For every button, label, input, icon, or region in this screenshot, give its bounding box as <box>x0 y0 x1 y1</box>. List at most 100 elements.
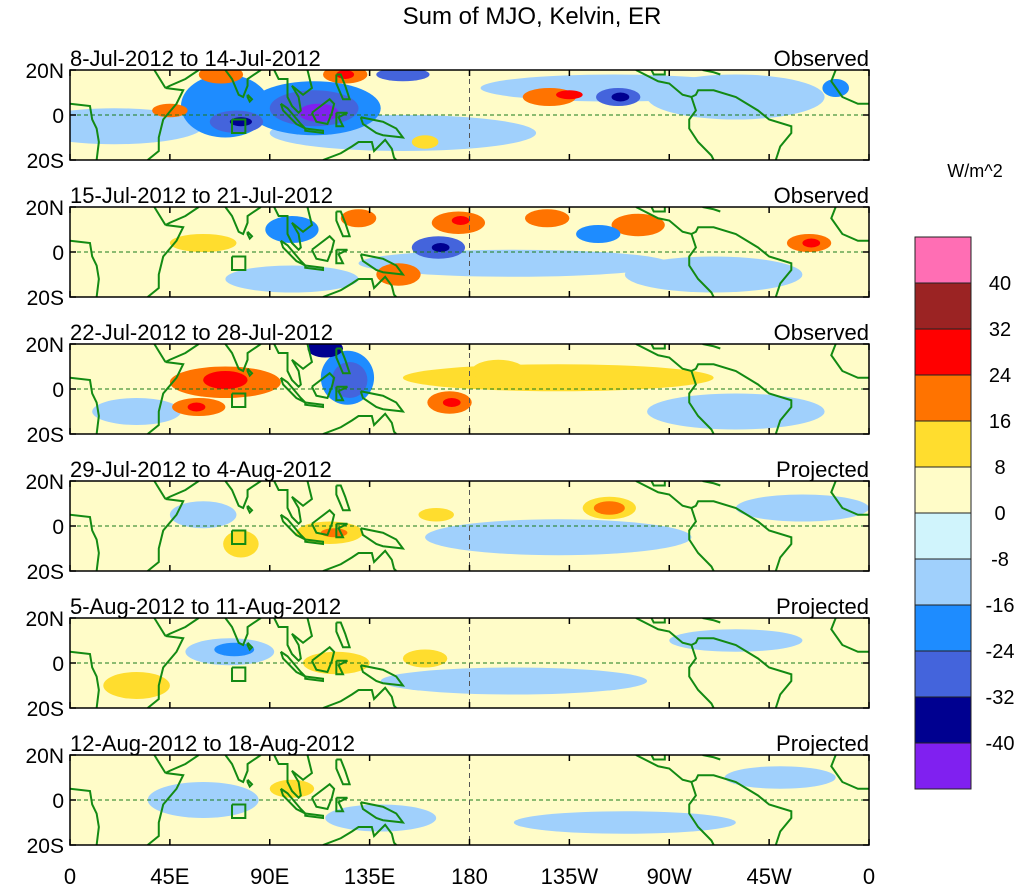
anomaly-contour <box>418 508 454 522</box>
coastline <box>688 781 715 845</box>
colorbar-label: 0 <box>994 503 1005 525</box>
coastline <box>231 255 247 271</box>
lat-label: 20S <box>27 287 64 310</box>
lat-label: 20S <box>27 698 64 721</box>
coastline <box>224 481 262 510</box>
coastline <box>273 207 314 252</box>
coastline <box>830 344 869 379</box>
coastline <box>304 127 325 135</box>
coastline <box>153 481 167 500</box>
coastline <box>359 253 406 276</box>
coastline <box>153 618 167 637</box>
colorbar-swatch <box>914 650 972 698</box>
coastline <box>153 755 167 774</box>
coastline <box>304 538 325 546</box>
coastline <box>650 70 666 76</box>
colorbar-swatch <box>914 742 972 790</box>
coastline <box>335 248 348 265</box>
coastline <box>147 224 185 297</box>
coastline <box>650 344 666 350</box>
panel-date-range: 12-Aug-2012 to 18-Aug-2012 <box>70 731 355 756</box>
coastline <box>304 401 325 409</box>
coastline <box>304 675 325 683</box>
anomaly-contour <box>611 213 665 237</box>
colorbar-swatch <box>914 282 972 330</box>
coastline <box>830 755 869 790</box>
lat-label: 0 <box>52 242 64 265</box>
lon-tick-label: 135E <box>344 864 395 889</box>
anomaly-contour <box>169 501 237 529</box>
anomaly-contour <box>735 494 869 522</box>
coastline <box>650 207 666 213</box>
coastline <box>70 102 100 160</box>
anomaly-contour <box>298 103 339 122</box>
lat-label: 20N <box>25 197 64 220</box>
anomaly-contour <box>802 238 821 248</box>
coastline <box>147 361 185 434</box>
colorbar-swatch <box>914 604 972 652</box>
map-panel: 20N 0 20S 29-Jul-2012 to 4-Aug-2012 Projecte… <box>25 457 870 584</box>
coastline <box>224 207 262 236</box>
lat-label: 20N <box>25 745 64 768</box>
lat-label: 0 <box>52 379 64 402</box>
coastline <box>322 823 397 845</box>
panel-status: Observed <box>774 46 869 71</box>
panel-date-range: 8-Jul-2012 to 14-Jul-2012 <box>70 46 321 71</box>
panel-status: Projected <box>776 457 869 482</box>
anomaly-contour <box>340 209 377 228</box>
lon-tick-label: 135W <box>541 864 599 889</box>
coastline <box>688 507 715 571</box>
coastline <box>273 344 314 389</box>
colorbar-label: 40 <box>989 273 1011 295</box>
lon-tick-label: 0 <box>64 864 76 889</box>
coastline <box>164 344 200 363</box>
coastline <box>273 755 314 800</box>
anomaly-contour <box>103 672 170 699</box>
coastline <box>164 207 200 226</box>
coastline <box>335 73 352 101</box>
coastline <box>231 118 247 134</box>
coastline <box>335 796 348 813</box>
coastline <box>70 376 100 434</box>
panel-date-range: 22-Jul-2012 to 28-Jul-2012 <box>70 320 333 345</box>
colorbar-label: 32 <box>989 319 1011 341</box>
anomaly-contour <box>380 667 648 695</box>
coastline <box>635 344 793 434</box>
coastline <box>322 686 397 708</box>
coastline <box>246 505 254 515</box>
coastline <box>322 412 397 434</box>
anomaly-contour <box>307 344 343 358</box>
coastline <box>164 70 200 89</box>
anomaly-contour <box>402 649 448 668</box>
lon-tick-label: 0 <box>863 864 875 889</box>
coastline <box>311 234 336 263</box>
coastline <box>224 755 262 784</box>
coastline <box>335 522 348 539</box>
anomaly-contour <box>593 501 625 515</box>
map-panel: 20N 0 20S 12-Aug-2012 to 18-Aug-2012 Project… <box>25 731 870 858</box>
anomaly-contour <box>92 398 181 425</box>
panel-status: Observed <box>774 320 869 345</box>
coastline <box>224 618 262 647</box>
anomaly-contour <box>556 90 583 100</box>
coastline <box>147 87 185 160</box>
coastline <box>650 481 666 487</box>
lon-tick-label: 45E <box>150 864 189 889</box>
anomaly-contour <box>431 243 450 252</box>
coastline <box>311 97 336 126</box>
colorbar-swatch <box>914 236 972 284</box>
coastline <box>335 111 348 128</box>
lat-label: 20S <box>27 835 64 858</box>
panel-date-range: 29-Jul-2012 to 4-Aug-2012 <box>70 457 332 482</box>
coastline <box>335 385 348 402</box>
coastline <box>322 275 397 297</box>
anomaly-contour <box>425 519 692 556</box>
coastline <box>635 618 793 708</box>
anomaly-contour <box>611 92 630 102</box>
lat-label: 0 <box>52 105 64 128</box>
anomaly-contour <box>325 804 437 832</box>
anomaly-contour <box>203 371 248 389</box>
colorbar-label: -40 <box>986 733 1015 755</box>
coastline <box>335 621 352 649</box>
